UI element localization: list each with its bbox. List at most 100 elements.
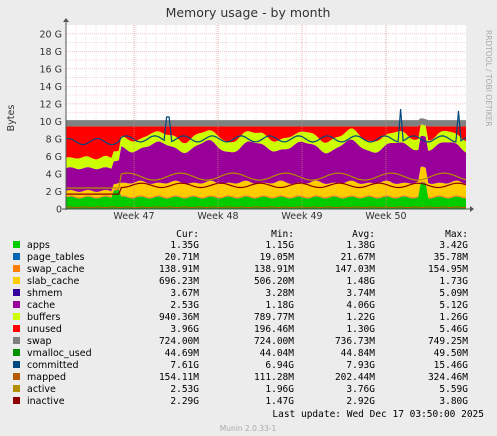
legend-series-name: page_tables xyxy=(27,252,85,263)
legend-avg-value: 736.73M xyxy=(335,336,375,347)
legend-avg-value: 3.74M xyxy=(346,288,375,299)
legend-avg-value: 202.44M xyxy=(335,372,375,383)
legend-row: apps 1.35G 1.15G 1.38G 3.42G xyxy=(13,240,468,251)
legend-swatch xyxy=(13,253,20,260)
legend-swatch xyxy=(13,325,20,332)
y-tick-label: 14 G xyxy=(40,82,62,93)
legend-min-value: 724.00M xyxy=(254,336,294,347)
area-cache xyxy=(66,135,466,192)
legend-avg-value: 1.22G xyxy=(346,312,375,323)
legend-swatch xyxy=(13,313,20,320)
rrdtool-credit: RRDTOOL / TOBI OETIKER xyxy=(484,30,493,127)
legend-row: vmalloc_used 44.69M 44.04M 44.84M 49.50M xyxy=(13,348,468,359)
legend-swatch xyxy=(13,397,20,404)
legend-max-value: 5.46G xyxy=(439,324,468,335)
y-tick-label: 10 G xyxy=(40,117,62,128)
last-update: Last update: Wed Dec 17 03:50:00 2025 xyxy=(272,409,484,420)
legend-header-min: Min: xyxy=(271,229,294,240)
legend-min-value: 506.20M xyxy=(254,276,294,287)
munin-version: Munin 2.0.33-1 xyxy=(220,424,277,433)
stacked-areas xyxy=(66,118,466,209)
legend-min-value: 789.77M xyxy=(254,312,294,323)
legend-max-value: 154.95M xyxy=(428,264,468,275)
legend-swatch xyxy=(13,241,20,248)
legend-row: swap 724.00M 724.00M 736.73M 749.25M xyxy=(13,336,468,347)
legend-max-value: 3.80G xyxy=(439,396,468,407)
legend-min-value: 1.47G xyxy=(265,396,294,407)
legend-series-name: cache xyxy=(27,300,55,311)
legend-header-avg: Avg: xyxy=(352,229,375,240)
legend-row: unused 3.96G 196.46M 1.30G 5.46G xyxy=(13,324,468,335)
area-slab_cache xyxy=(66,166,466,198)
legend-series-name: vmalloc_used xyxy=(27,348,92,359)
legend-row: active 2.53G 1.96G 3.76G 5.59G xyxy=(13,384,468,395)
legend-cur-value: 20.71M xyxy=(165,252,200,263)
legend-swatch xyxy=(13,373,20,380)
line-mapped xyxy=(66,206,466,209)
legend-min-value: 44.04M xyxy=(260,348,295,359)
legend-row: cache 2.53G 1.18G 4.06G 5.12G xyxy=(13,300,468,311)
legend-max-value: 324.46M xyxy=(428,372,468,383)
legend-swatch xyxy=(13,301,20,308)
legend-row: slab_cache 696.23M 506.20M 1.48G 1.73G xyxy=(13,276,468,287)
y-tick-label: 2 G xyxy=(46,187,62,198)
legend-avg-value: 1.48G xyxy=(346,276,375,287)
y-tick-label: 20 G xyxy=(40,29,62,40)
legend-cur-value: 696.23M xyxy=(159,276,199,287)
legend-max-value: 49.50M xyxy=(434,348,469,359)
legend-cur-value: 2.29G xyxy=(170,396,199,407)
chart-title: Memory usage - by month xyxy=(166,5,331,20)
y-axis-ticks: 0 2 G 4 G 6 G 8 G 10 G 12 G 14 G 16 G 18 G 20 G xyxy=(40,29,62,215)
legend-series-name: buffers xyxy=(27,312,60,323)
legend-header-cur: Cur: xyxy=(176,229,199,240)
legend-cur-value: 940.36M xyxy=(159,312,199,323)
legend-row: shmem 3.67M 3.28M 3.74M 5.09M xyxy=(13,288,468,299)
legend-cur-value: 154.11M xyxy=(159,372,199,383)
legend-min-value: 19.05M xyxy=(260,252,295,263)
x-tick-label: Week 49 xyxy=(281,211,322,222)
area-buffers xyxy=(66,124,466,170)
legend-cur-value: 3.96G xyxy=(170,324,199,335)
x-tick-label: Week 47 xyxy=(113,211,154,222)
legend-series-name: unused xyxy=(27,324,62,335)
legend-avg-value: 21.67M xyxy=(341,252,376,263)
line-committed xyxy=(66,109,466,146)
legend-min-value: 111.28M xyxy=(254,372,294,383)
legend-series-name: slab_cache xyxy=(27,276,79,287)
legend-swatch xyxy=(13,289,20,296)
legend-series-name: swap_cache xyxy=(27,264,85,275)
area-unused xyxy=(66,124,466,160)
legend-cur-value: 2.53G xyxy=(170,300,199,311)
legend-max-value: 749.25M xyxy=(428,336,468,347)
legend-series-name: mapped xyxy=(27,372,66,383)
legend-min-value: 6.94G xyxy=(265,360,294,371)
legend-swatch xyxy=(13,361,20,368)
legend-avg-value: 4.06G xyxy=(346,300,375,311)
legend-avg-value: 1.38G xyxy=(346,240,375,251)
legend-avg-value: 44.84M xyxy=(341,348,376,359)
legend-min-value: 1.18G xyxy=(265,300,294,311)
x-tick-label: Week 48 xyxy=(197,211,238,222)
area-apps xyxy=(66,182,466,209)
legend-row: inactive 2.29G 1.47G 2.92G 3.80G xyxy=(13,396,468,407)
legend-row: buffers 940.36M 789.77M 1.22G 1.26G xyxy=(13,312,468,323)
x-axis-ticks: Week 47 Week 48 Week 49 Week 50 xyxy=(113,25,407,222)
legend-cur-value: 44.69M xyxy=(165,348,200,359)
legend-cur-value: 1.35G xyxy=(170,240,199,251)
legend-min-value: 138.91M xyxy=(254,264,294,275)
legend-swatch xyxy=(13,349,20,356)
legend-row: committed 7.61G 6.94G 7.93G 15.46G xyxy=(13,360,468,371)
legend-header-max: Max: xyxy=(445,229,468,240)
y-tick-label: 6 G xyxy=(46,152,62,163)
legend-swatch xyxy=(13,265,20,272)
y-tick-label: 4 G xyxy=(46,170,62,181)
legend-min-value: 196.46M xyxy=(254,324,294,335)
y-axis-label: Bytes xyxy=(6,105,17,132)
legend-avg-value: 3.76G xyxy=(346,384,375,395)
y-tick-label: 0 xyxy=(56,205,62,216)
legend-series-name: swap xyxy=(27,336,52,347)
legend-swatch xyxy=(13,337,20,344)
y-axis-arrow xyxy=(63,18,69,22)
legend-cur-value: 138.91M xyxy=(159,264,199,275)
